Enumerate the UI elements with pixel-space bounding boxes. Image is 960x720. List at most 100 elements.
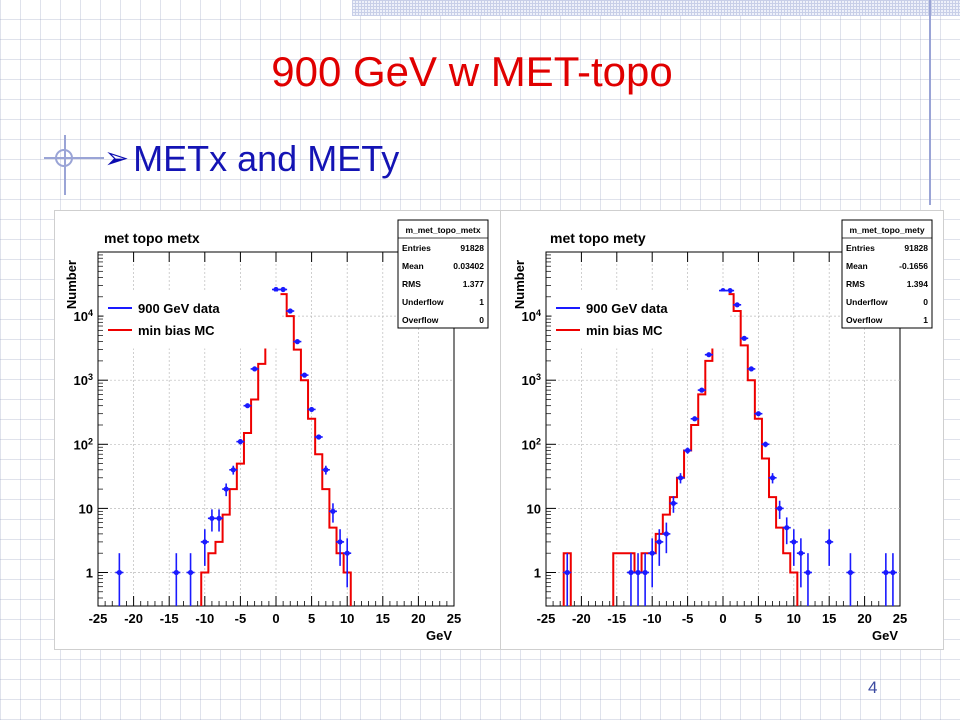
data-point [685,447,691,454]
bullet-text: METx and METy [133,138,400,179]
data-point [699,387,705,393]
stats-box: m_met_topo_metx Entries 91828 Mean 0.03402 RM… [397,219,489,329]
x-tick-label: -25 [537,611,556,626]
y-tick-label: 104 [74,308,93,324]
page-number: 4 [868,678,878,697]
data-point [635,569,641,576]
x-tick-label: -5 [682,611,694,626]
chart-panel-metx: -25 -20 -15 -10 -5 0 5 10 15 20 25 1 10 102 103 104 met … [54,210,502,650]
data-point [777,505,783,511]
bullet-item: ➢ METx and METy [104,134,399,184]
chart-mety: -25 -20 -15 -10 -5 0 5 10 15 20 25110102103104met … [500,210,944,650]
x-tick-label: 20 [411,611,425,626]
legend-box [103,291,281,349]
data-point [187,569,194,576]
stats-row-value: -0.1656 [899,261,928,271]
x-tick-label: -20 [572,611,591,626]
stats-row-value: 0 [479,315,484,325]
data-point [670,500,677,506]
data-point [173,569,179,576]
data-point [323,467,329,473]
x-tick-label: 10 [340,611,354,626]
decorative-horizontal-line [44,157,104,159]
y-tick-label: 102 [522,436,541,452]
data-point [116,569,122,576]
data-point [663,531,669,537]
legend-mc-label: min bias MC [586,323,663,338]
chart-title: met topo mety [550,230,646,246]
stats-row-label: Overflow [846,315,883,325]
x-tick-label: -5 [235,611,247,626]
y-tick-label: 10 [527,501,541,516]
data-point [337,539,343,545]
x-tick-label: 10 [787,611,801,626]
data-point [301,372,308,378]
data-point [727,287,733,294]
stats-box-title: m_met_topo_metx [405,225,480,235]
data-point [628,569,634,576]
data-point [656,539,662,545]
slide-title: 900 GeV w MET-topo [271,48,673,95]
x-tick-label: -25 [89,611,108,626]
stats-row-value: 0.03402 [453,261,484,271]
data-point [748,366,754,372]
data-point [890,569,896,576]
data-point [798,550,804,556]
y-axis-label: Number [64,260,79,309]
stats-row-label: Entries [402,243,431,253]
data-point [692,416,698,422]
stats-box-title: m_met_topo_mety [849,225,924,235]
data-point [280,286,286,293]
y-tick-label: 103 [74,372,93,388]
x-tick-label: 5 [755,611,762,626]
stats-row-label: Underflow [402,297,444,307]
x-tick-label: -10 [195,611,214,626]
x-tick-label: 0 [272,611,279,626]
x-tick-label: 20 [857,611,871,626]
stats-row-value: 1.377 [463,279,485,289]
stats-row-label: Underflow [846,297,888,307]
data-point [805,569,811,576]
data-point [273,286,279,293]
data-point [847,569,854,576]
data-point [784,525,790,531]
stats-box-frame [841,219,933,329]
decorative-band [352,0,960,16]
x-tick-label: -15 [607,611,626,626]
stats-row-label: Mean [402,261,424,271]
data-point [230,467,236,473]
y-tick-label: 10 [79,501,93,516]
stats-row-value: 1 [923,315,928,325]
data-point [642,569,648,576]
legend: 900 GeV data min bias MC [551,291,729,349]
stats-box-frame [397,219,489,329]
data-point [564,569,570,576]
stats-row-label: RMS [402,279,421,289]
stats-row-value: 1 [479,297,484,307]
chart-title: met topo metx [104,230,200,246]
stats-row-value: 91828 [460,243,484,253]
chart-panel-mety: -25 -20 -15 -10 -5 0 5 10 15 20 25 1 10 102 103 104 met … [500,210,944,650]
y-tick-label: 102 [74,436,93,452]
data-point [252,366,258,372]
x-tick-label: -20 [124,611,143,626]
data-point [344,550,350,556]
stats-row-label: Mean [846,261,868,271]
arrow-bullet-icon: ➢ [104,142,130,175]
data-point [223,486,229,492]
legend: 900 GeV data min bias MC [103,291,281,349]
x-tick-label: 25 [447,611,461,626]
y-tick-label: 103 [522,372,541,388]
x-tick-label: 25 [893,611,907,626]
x-tick-label: 0 [719,611,726,626]
x-axis-label: GeV [872,628,898,643]
data-point [649,550,655,556]
data-point [244,403,251,409]
stats-row-value: 91828 [904,243,928,253]
stats-row-label: Entries [846,243,875,253]
data-point [741,335,747,341]
stats-row-value: 1.394 [907,279,929,289]
x-tick-label: 5 [308,611,315,626]
data-point [237,439,243,445]
